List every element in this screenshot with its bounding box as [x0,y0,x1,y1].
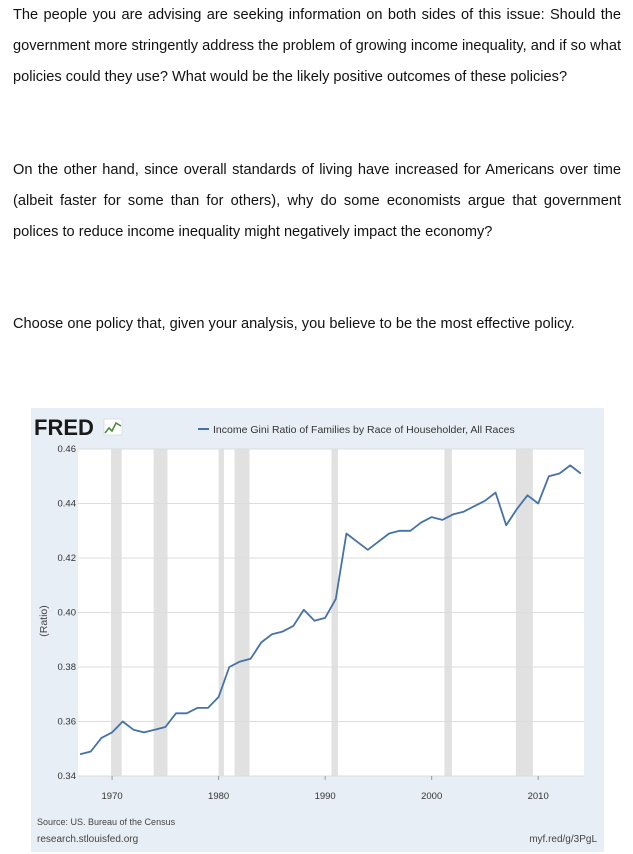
instruction-paragraph: Choose one policy that, given your analy… [13,316,575,332]
y-axis-label: (Ratio) [38,605,50,637]
question-paragraph: The people you are advising are seeking … [13,7,621,85]
x-tick-label: 1990 [315,791,336,802]
x-tick-label: 2000 [421,791,442,802]
y-tick-label: 0.42 [58,553,77,564]
gini-series-line [79,464,582,756]
y-tick-label: 0.44 [58,499,77,510]
fred-logo-graph-icon [103,418,123,436]
short-link[interactable]: myf.red/g/3PgL [529,834,597,845]
x-tick-label: 2010 [528,791,549,802]
gini-line-chart: 0.34 0.36 0.38 0.40 0.42 0.44 0.46 1970 1980 199… [34,415,597,845]
counterpoint-paragraph: On the other hand, since overall standar… [13,162,621,240]
y-tick-label: 0.46 [58,444,77,455]
y-tick-label: 0.34 [58,771,77,782]
y-tick-label: 0.40 [58,608,77,619]
fred-chart: 0.34 0.36 0.38 0.40 0.42 0.44 0.46 1970 1980 199… [31,408,604,852]
source-note: Source: US. Bureau of the Census [37,817,176,827]
x-tick-label: 1970 [102,791,123,802]
y-tick-label: 0.36 [58,717,77,728]
fred-logo: FRED [34,415,94,440]
x-tick-label: 1980 [208,791,229,802]
legend-label: Income Gini Ratio of Families by Race of… [213,424,515,436]
site-link[interactable]: research.stlouisfed.org [37,834,138,845]
y-tick-label: 0.38 [58,662,77,673]
